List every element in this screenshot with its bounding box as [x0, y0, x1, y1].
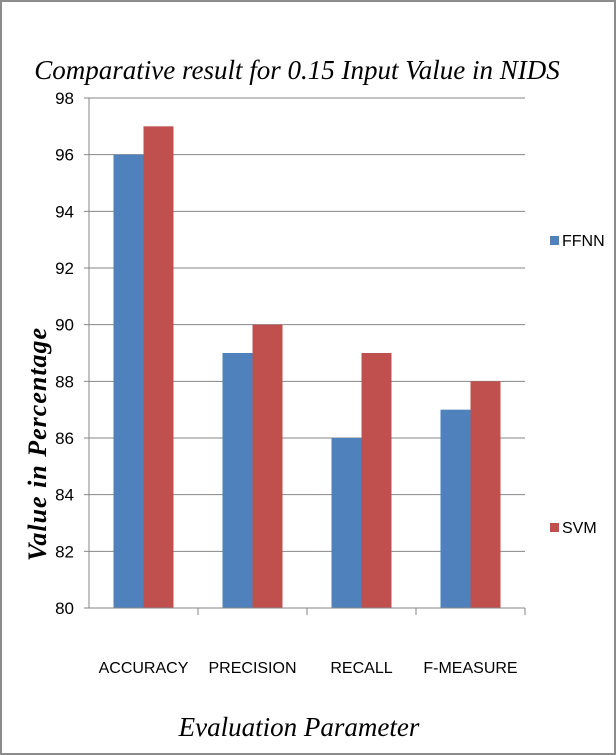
y-tick-label: 94	[55, 202, 74, 221]
chart-title: Comparative result for 0.15 Input Value …	[34, 55, 560, 85]
legend-swatch-svm	[550, 523, 559, 532]
y-tick-label: 96	[55, 146, 74, 165]
bar-ffnn-precision	[222, 353, 253, 608]
y-tick-label: 84	[55, 486, 74, 505]
x-category-label: ACCURACY	[99, 660, 189, 677]
legend-label-svm: SVM	[562, 520, 597, 537]
bars	[113, 126, 501, 608]
bar-ffnn-recall	[331, 438, 362, 608]
legend: FFNN SVM	[550, 233, 605, 537]
x-category-label: RECALL	[330, 660, 392, 677]
bar-ffnn-f-measure	[440, 409, 471, 608]
x-category-label: F-MEASURE	[423, 660, 517, 677]
x-axis-label: Evaluation Parameter	[178, 712, 420, 742]
bar-svm-f-measure	[470, 381, 501, 608]
y-tick-label: 88	[55, 372, 74, 391]
y-axis-label: Value in Percentage	[23, 327, 52, 561]
bar-ffnn-accuracy	[113, 154, 144, 608]
axes: 80 82 84 86 88 90 92 94 96 98 ACCURACY PRECISION REC…	[55, 89, 526, 677]
y-tick-label: 98	[55, 89, 74, 108]
y-tick-label: 90	[55, 316, 74, 335]
y-tick-label: 82	[55, 542, 74, 561]
y-tick-label: 86	[55, 429, 74, 448]
bar-svm-precision	[252, 324, 283, 608]
y-tick-label: 80	[55, 599, 74, 618]
x-category-label: PRECISION	[208, 660, 296, 677]
bar-svm-recall	[361, 353, 392, 608]
legend-swatch-ffnn	[550, 236, 559, 245]
y-tick-label: 92	[55, 259, 74, 278]
legend-label-ffnn: FFNN	[562, 233, 605, 250]
bar-svm-accuracy	[143, 126, 174, 608]
